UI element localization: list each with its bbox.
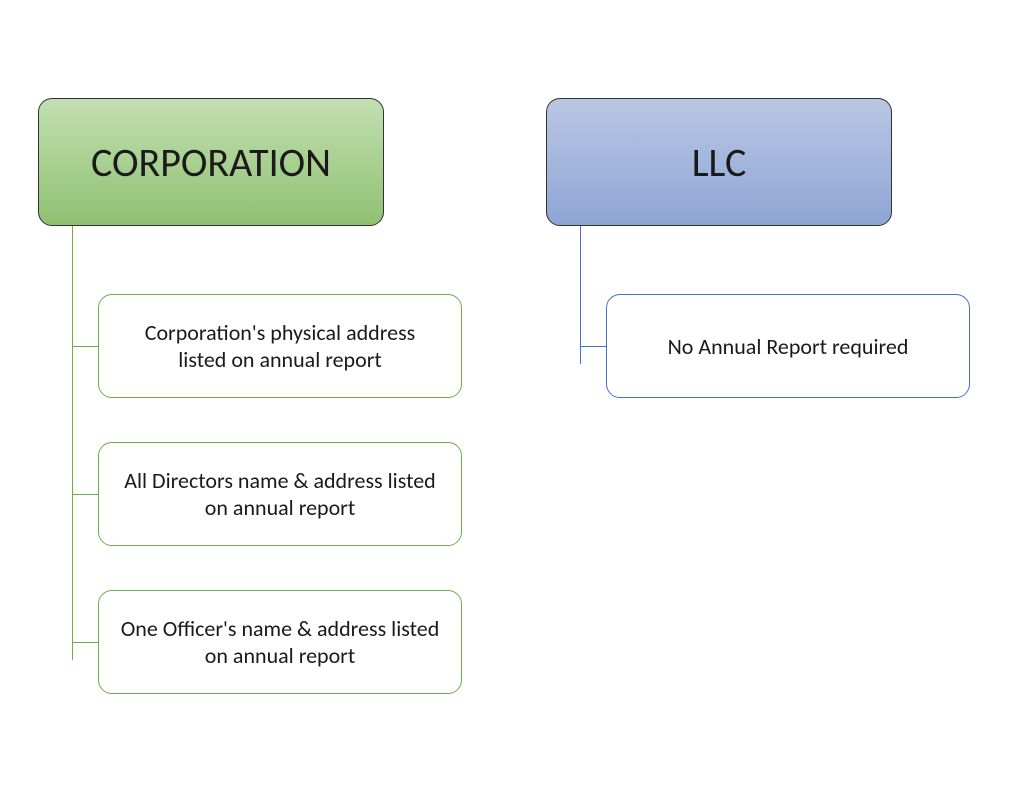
child-node-0-0: Corporation's physical address listed on… (98, 294, 462, 398)
connector-trunk (580, 226, 581, 364)
child-node-1-0: No Annual Report required (606, 294, 970, 398)
child-node-0-2: One Officer's name & address listed on a… (98, 590, 462, 694)
connector-branch (72, 494, 98, 495)
column-header-1: LLC (546, 98, 892, 226)
connector-branch (580, 346, 606, 347)
connector-branch (72, 346, 98, 347)
child-node-0-1: All Directors name & address listed on a… (98, 442, 462, 546)
column-header-label: LLC (692, 138, 747, 187)
connector-trunk (72, 226, 73, 660)
child-node-label: One Officer's name & address listed on a… (119, 615, 441, 669)
connector-branch (72, 642, 98, 643)
column-header-label: CORPORATION (91, 138, 331, 187)
child-node-label: No Annual Report required (668, 333, 909, 360)
column-header-0: CORPORATION (38, 98, 384, 226)
child-node-label: Corporation's physical address listed on… (119, 319, 441, 373)
child-node-label: All Directors name & address listed on a… (119, 467, 441, 521)
